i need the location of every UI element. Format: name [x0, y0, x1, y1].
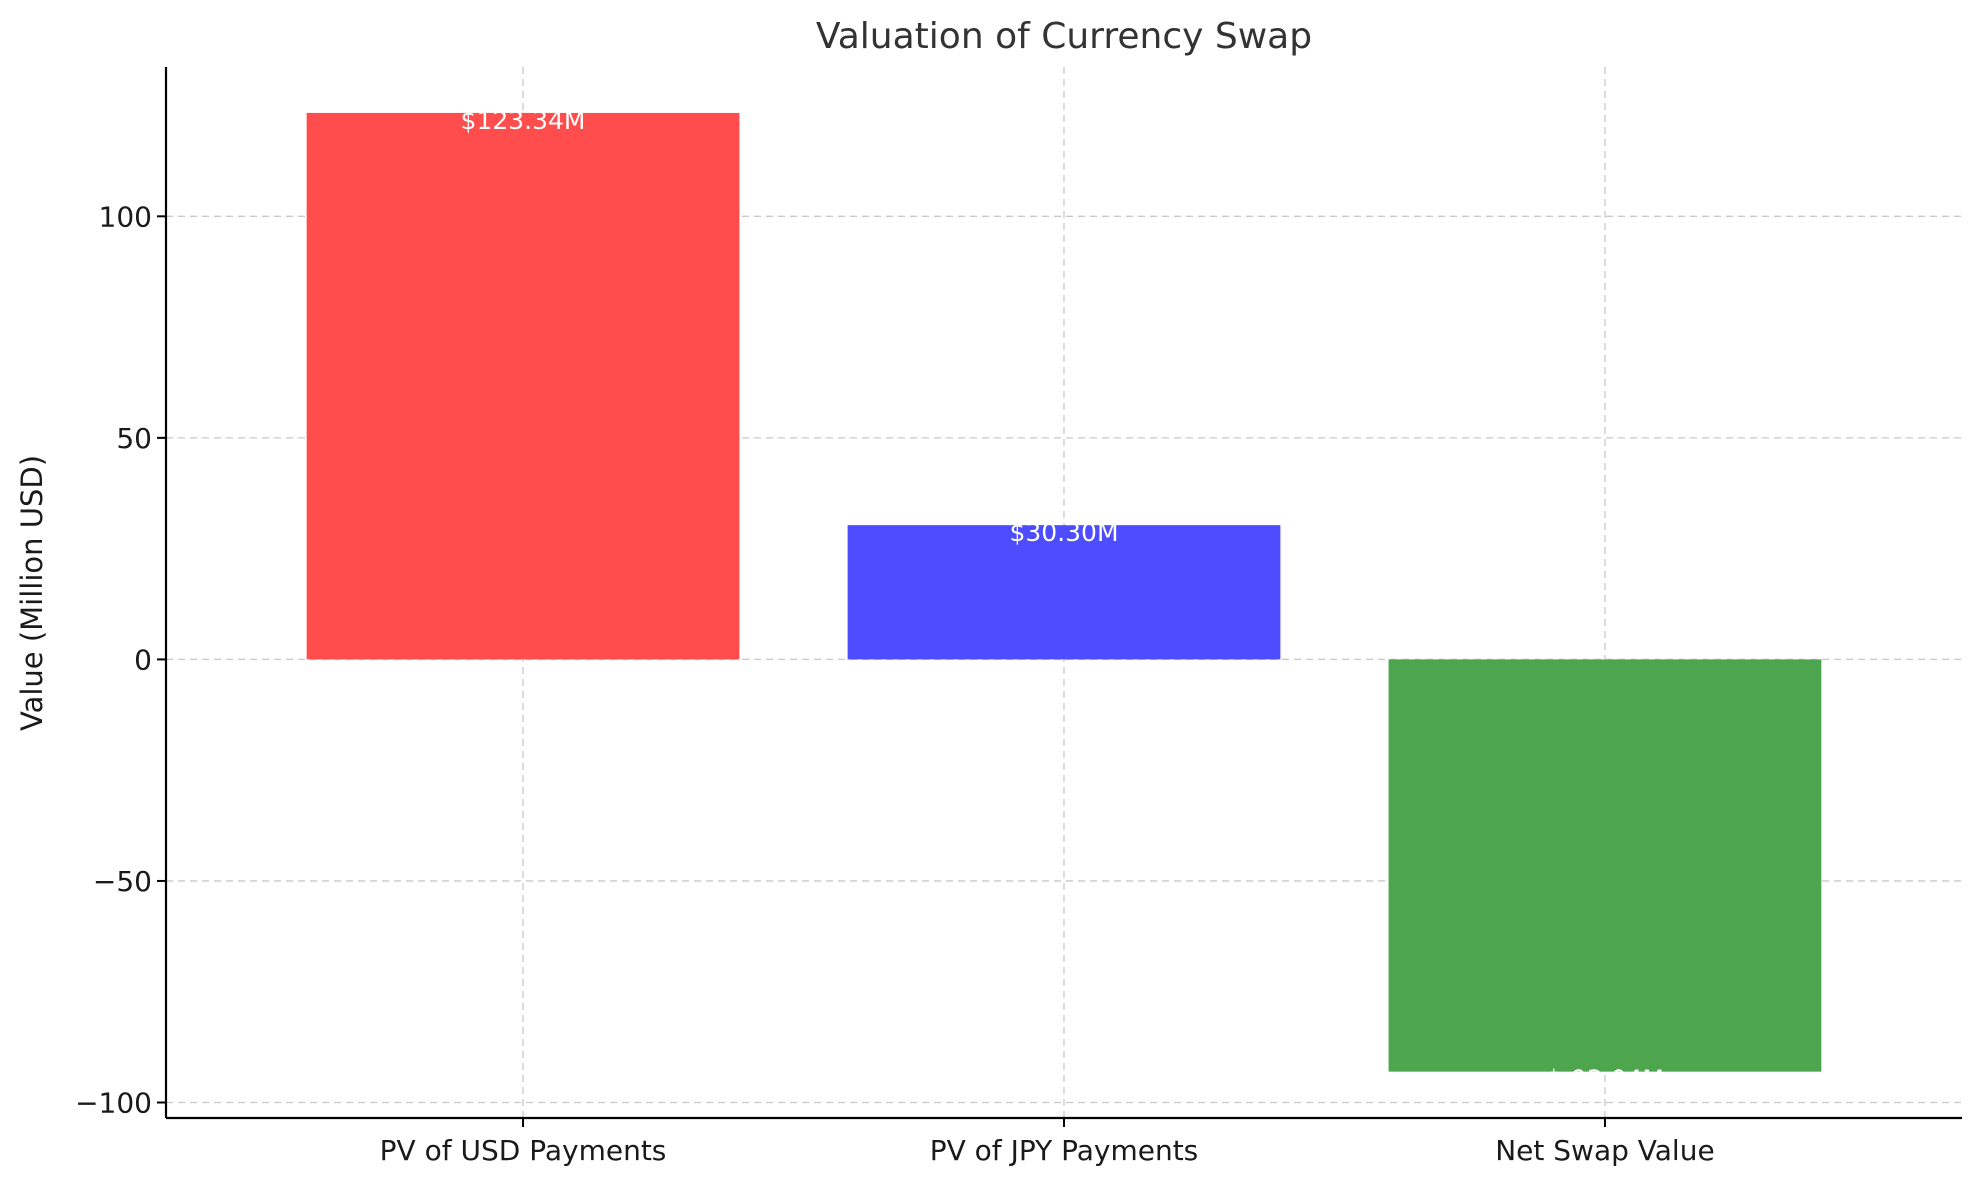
- bar: [847, 525, 1281, 660]
- y-tick-label: −100: [75, 1086, 152, 1119]
- y-tick-label: 100: [99, 200, 152, 233]
- bar: [306, 112, 740, 660]
- y-tick-label: −50: [93, 865, 152, 898]
- x-tick-label: PV of USD Payments: [380, 1134, 667, 1167]
- data-labels: $123.34M $30.30M $-93.04M: [461, 106, 1664, 1094]
- bars: [306, 112, 1822, 1072]
- chart-title: Valuation of Currency Swap: [816, 16, 1312, 57]
- x-tick-label: Net Swap Value: [1495, 1134, 1714, 1167]
- y-axis-label: Value (Million USD): [15, 455, 49, 731]
- bar-value-label: $123.34M: [461, 106, 586, 135]
- bar: [1388, 659, 1822, 1072]
- y-tick-label: 0: [134, 643, 152, 676]
- axes: −100 −50 0 50 100 PV of USD Payments PV of JPY…: [75, 67, 1962, 1167]
- x-tick-label: PV of JPY Payments: [930, 1134, 1199, 1167]
- y-tick-label: 50: [116, 422, 152, 455]
- bar-value-label: $30.30M: [1009, 518, 1118, 547]
- bar-value-label: $-93.04M: [1546, 1065, 1664, 1094]
